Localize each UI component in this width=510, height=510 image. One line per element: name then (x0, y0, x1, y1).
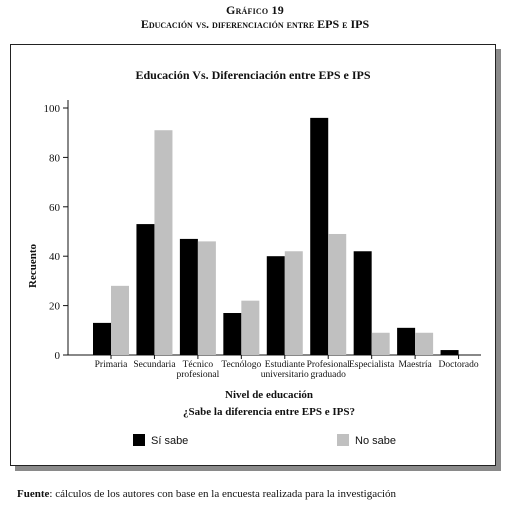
y-tick-label: 40 (49, 251, 61, 263)
bar (179, 238, 198, 355)
x-tick-label-line: profesional (177, 369, 220, 380)
bar (310, 117, 329, 355)
x-tick-label: Estudiante universitario (261, 360, 309, 380)
x-tick-label-line: universitario (261, 370, 309, 380)
bar (197, 241, 216, 355)
x-tick-label: Secundaria (133, 360, 176, 370)
bars (93, 117, 459, 355)
figure-label: Gráfico 19 (226, 3, 284, 17)
legend-swatch (133, 434, 145, 446)
x-tick-label-line: Profesional (307, 359, 351, 370)
bar (223, 313, 242, 355)
x-tick-label: Especialista (349, 360, 395, 370)
x-tick-label-line: Tecnólogo (221, 360, 261, 370)
x-tick-label-line: graduado (311, 370, 347, 380)
legend-label: Sí sabe (151, 435, 188, 447)
x-tick-label: Doctorado (439, 360, 479, 370)
x-tick-label-line: Estudiante (265, 360, 305, 370)
bar (397, 327, 416, 355)
y-axis-label: Recuento (27, 244, 39, 288)
x-tick-label: Maestría (398, 360, 432, 370)
bar (415, 332, 434, 355)
legend-label: No sabe (355, 435, 396, 447)
x-tick-label-line: Técnico (183, 360, 214, 370)
bar (111, 285, 129, 355)
x-tick-label: Tecnólogo (221, 360, 261, 370)
bar (371, 332, 390, 355)
axes: 0 20 40 60 80 100 (44, 100, 481, 362)
legend: Sí sabe No sabe (133, 434, 396, 447)
legend-title: ¿Sabe la diferencia entre EPS e IPS? (183, 406, 355, 418)
chart-title: Educación Vs. Diferenciación entre EPS e… (136, 68, 371, 82)
chart-frame: Educación Vs. Diferenciación entre EPS e… (10, 44, 496, 466)
bar-chart: Educación Vs. Diferenciación entre EPS e… (27, 68, 481, 447)
figure-title: Educación vs. diferenciación entre EPS e… (140, 17, 370, 31)
x-tick-label-line: Maestría (398, 360, 432, 370)
bar (93, 322, 111, 355)
y-tick-label: 20 (49, 301, 61, 313)
bar (328, 233, 347, 355)
x-axis-label: Nivel de educación (225, 389, 313, 401)
x-tick-label-line: Primaria (95, 360, 128, 370)
bar (241, 300, 260, 355)
bar (154, 130, 173, 355)
x-tick-label: Profesional graduado (307, 359, 351, 380)
x-tick-label-line: Especialista (349, 360, 395, 370)
x-tick-labels: Primaria Secundaria Técnico profesionalTecn… (95, 355, 479, 380)
y-tick-label: 100 (44, 103, 61, 115)
source-note: Fuente: cálculos de los autores con base… (17, 488, 396, 500)
y-tick-label: 60 (49, 202, 61, 214)
bar (136, 224, 155, 355)
bar (284, 251, 303, 355)
bar (353, 251, 372, 355)
x-tick-label-line: Doctorado (439, 360, 479, 370)
bar (266, 256, 285, 355)
source-label: Fuente (17, 488, 50, 500)
x-tick-label-line: Secundaria (133, 360, 176, 370)
bar (440, 350, 459, 355)
legend-swatch (337, 434, 349, 446)
y-tick-label: 80 (49, 152, 61, 164)
source-text: : cálculos de los autores con base en la… (49, 488, 397, 500)
x-tick-label: Primaria (95, 360, 128, 370)
y-tick-label: 0 (55, 350, 61, 362)
x-tick-label: Técnico profesional (177, 360, 220, 380)
